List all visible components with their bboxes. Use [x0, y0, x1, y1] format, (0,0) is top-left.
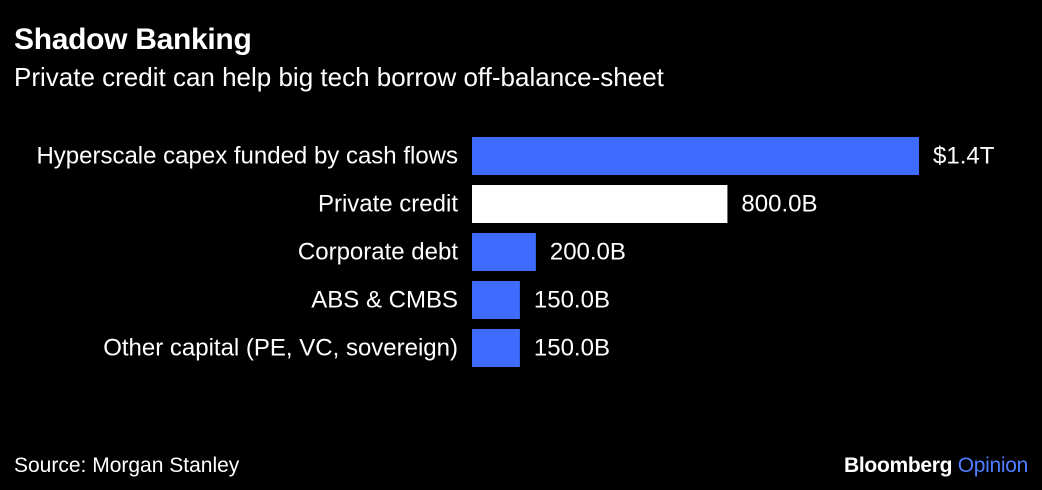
bar-chart: Hyperscale capex funded by cash flows $1.…	[36, 137, 995, 367]
bar	[472, 185, 728, 223]
category-label: Corporate debt	[298, 239, 458, 266]
category-label: Other capital (PE, VC, sovereign)	[103, 335, 458, 362]
brand-suffix: Opinion	[957, 454, 1029, 477]
bar	[472, 137, 919, 175]
brand-name: Bloomberg	[844, 454, 953, 477]
chart-title: Shadow Banking	[14, 23, 252, 56]
data-label: 800.0B	[741, 191, 817, 218]
source-note: Source: Morgan Stanley	[14, 454, 240, 477]
category-label: Private credit	[318, 191, 458, 218]
category-label: ABS & CMBS	[311, 287, 458, 314]
brand-logo: Bloomberg Opinion	[844, 452, 1028, 480]
data-label: 150.0B	[534, 287, 610, 314]
data-label: $1.4T	[933, 143, 995, 170]
bar	[472, 233, 536, 271]
data-label: 200.0B	[550, 239, 626, 266]
bar	[472, 281, 520, 319]
data-label: 150.0B	[534, 335, 610, 362]
category-label: Hyperscale capex funded by cash flows	[36, 143, 458, 170]
bar	[472, 329, 520, 367]
chart-subtitle: Private credit can help big tech borrow …	[14, 62, 664, 92]
